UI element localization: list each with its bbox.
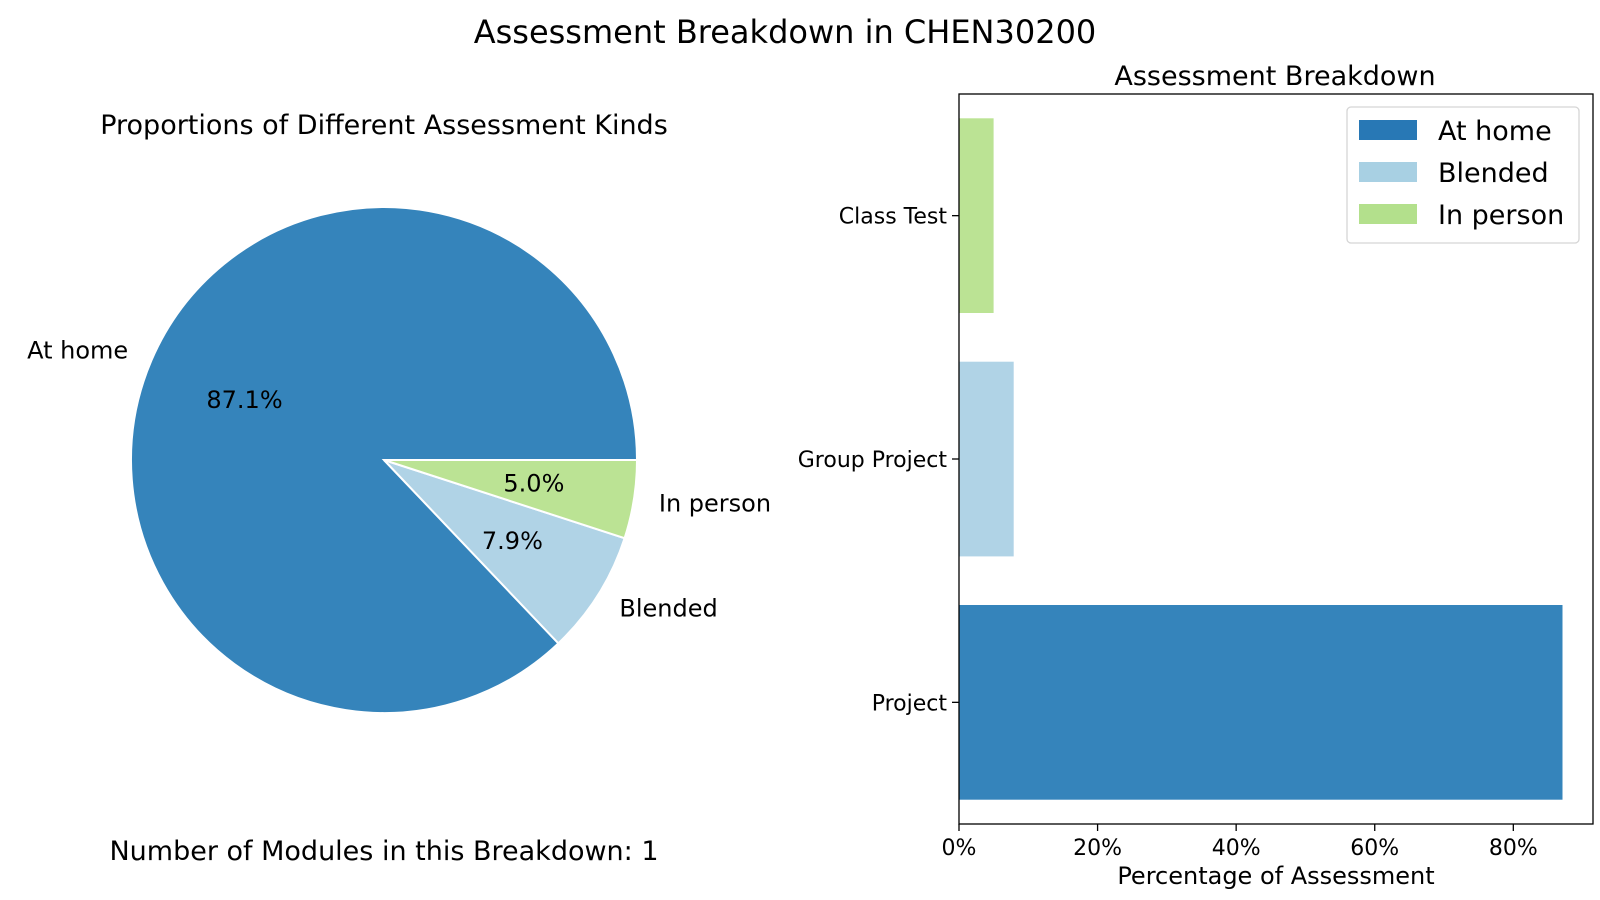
x-tick-label: 0% (942, 836, 977, 861)
pie-slices (130, 206, 639, 714)
pie-label-at-home: At home (27, 336, 128, 364)
pie-slice-in-person (383, 459, 639, 540)
x-tick-label: 80% (1489, 836, 1538, 861)
x-tick-label: 40% (1212, 836, 1261, 861)
x-axis-label: Percentage of Assessment (1117, 862, 1434, 890)
pie-chart: Proportions of Different Assessment Kind… (27, 110, 771, 714)
pie-labels: At home 87.1% Blended 7.9% In person 5.0% (27, 336, 771, 622)
legend-swatch-blended (1359, 162, 1417, 182)
bar-class-test-in-person (959, 118, 994, 313)
pie-percent-blended: 7.9% (482, 527, 543, 555)
bar-chart: Assessment Breakdown Project Group Projec… (798, 61, 1594, 890)
pie-label-blended: Blended (619, 594, 717, 622)
pie-slice-blended (383, 459, 626, 645)
x-axis: 0% 20% 40% 60% 80% (942, 824, 1538, 861)
legend: At home Blended In person (1346, 106, 1580, 244)
x-tick-label: 60% (1350, 836, 1399, 861)
legend-label-blended: Blended (1438, 158, 1549, 189)
legend-label-in-person: In person (1438, 200, 1564, 231)
pie-title: Proportions of Different Assessment Kind… (100, 110, 668, 141)
figure-title: Assessment Breakdown in CHEN30200 (474, 13, 1097, 51)
y-tick-label-project: Project (872, 691, 948, 716)
pie-percent-at-home: 87.1% (206, 386, 282, 414)
bar-group-project-blended (959, 361, 1014, 557)
pie-percent-in-person: 5.0% (503, 470, 564, 498)
bar-title: Assessment Breakdown (1114, 61, 1435, 92)
bars (959, 118, 1563, 800)
legend-label-at-home: At home (1438, 116, 1552, 147)
y-tick-label-group-project: Group Project (798, 448, 948, 473)
legend-swatch-at-home (1359, 120, 1417, 140)
legend-swatch-in-person (1359, 204, 1417, 224)
bar-project-at-home (959, 605, 1563, 800)
y-axis: Project Group Project Class Test (798, 205, 959, 716)
pie-label-in-person: In person (659, 490, 771, 518)
modules-count-note: Number of Modules in this Breakdown: 1 (109, 836, 658, 867)
x-tick-label: 20% (1073, 836, 1122, 861)
y-tick-label-class-test: Class Test (839, 205, 948, 230)
